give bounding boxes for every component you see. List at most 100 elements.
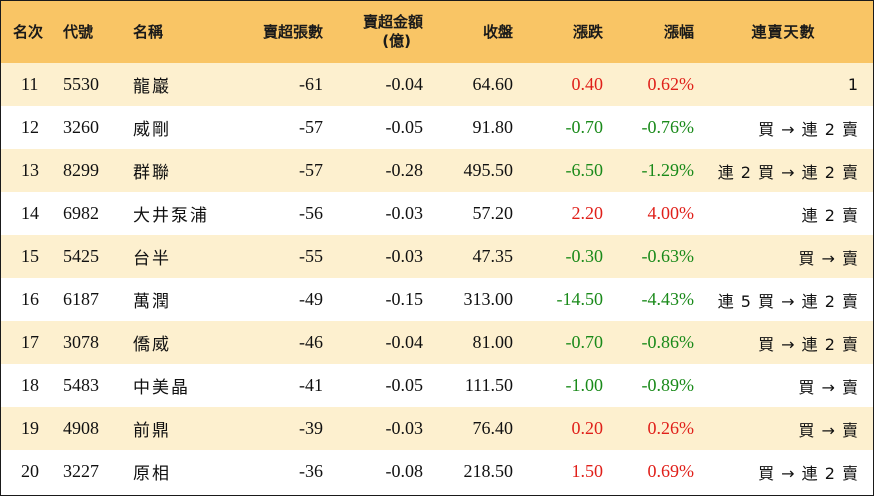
sell-streak-cell: 買 → 賣 [798,420,859,440]
header-sell-lots[interactable]: 賣超張數 [262,22,323,41]
price-change-cell: -14.50 [556,289,604,309]
change-percent-cell: 0.69% [647,461,695,481]
stock-code-cell: 6187 [63,289,99,309]
price-change-cell: 0.40 [571,74,604,94]
change-percent-cell: -0.63% [641,246,695,266]
close-price-cell: 218.50 [463,461,514,481]
header-sell-amount-line1: 賣超金額 [362,13,423,31]
stock-code-cell: 4908 [63,418,99,438]
sell-amount-cell: -0.04 [385,74,424,94]
stock-name-cell: 台半 [133,249,171,269]
stock-code-cell: 3227 [63,461,99,481]
header-sell-amount-line2: (億) [382,32,411,50]
sell-amount-cell: -0.28 [385,160,424,180]
sell-lots-cell: -41 [299,375,323,395]
sell-lots-cell: -56 [299,203,323,223]
stock-name-cell: 中美晶 [133,378,190,398]
header-change[interactable]: 漲跌 [572,22,603,41]
stock-code-cell: 5425 [63,246,99,266]
table-row[interactable]: 19 4908 前鼎 -39 -0.03 76.40 0.20 0.26% 買 → 賣 [1,407,873,450]
stock-name-cell: 僑威 [133,335,171,355]
close-price-cell: 111.50 [464,375,513,395]
price-change-cell: -0.30 [565,246,604,266]
stock-name-cell: 龍巖 [133,77,171,97]
table-row[interactable]: 17 3078 僑威 -46 -0.04 81.00 -0.70 -0.86% 買 → 連 2 … [1,321,873,364]
header-code[interactable]: 代號 [63,22,94,41]
price-change-cell: 0.20 [571,418,604,438]
stock-code-cell: 3260 [63,117,99,137]
header-streak[interactable]: 連賣天數 [751,22,816,41]
sell-streak-cell: 買 → 賣 [798,248,859,268]
close-price-cell: 495.50 [463,160,514,180]
sell-amount-cell: -0.04 [385,332,424,352]
change-percent-cell: -0.76% [641,117,695,137]
header-close[interactable]: 收盤 [482,22,513,41]
table-row[interactable]: 12 3260 威剛 -57 -0.05 91.80 -0.70 -0.76% 買 → 連 2 … [1,106,873,149]
sell-streak-cell: 連 5 買 → 連 2 賣 [717,291,859,311]
table-row[interactable]: 13 8299 群聯 -57 -0.28 495.50 -6.50 -1.29% 連 2 買 →… [1,149,873,192]
stock-name-cell: 原相 [133,464,171,484]
change-percent-cell: -0.86% [641,332,695,352]
header-rank[interactable]: 名次 [13,22,44,41]
close-price-cell: 313.00 [463,289,514,309]
price-change-cell: 2.20 [571,203,604,223]
sell-lots-cell: -57 [299,160,323,180]
header-name[interactable]: 名稱 [133,22,164,41]
sell-lots-cell: -49 [299,289,323,309]
table-header-row: 名次 代號 名稱 賣超張數 賣超金額 (億) 收盤 漲跌 漲幅 連賣天數 [1,1,873,63]
sell-amount-cell: -0.05 [385,375,424,395]
price-change-cell: 1.50 [571,461,604,481]
sell-lots-cell: -61 [299,74,323,94]
sell-streak-cell: 1 [847,75,859,94]
table-row[interactable]: 18 5483 中美晶 -41 -0.05 111.50 -1.00 -0.89% 買 → 賣 [1,364,873,407]
table-row[interactable]: 11 5530 龍巖 -61 -0.04 64.60 0.40 0.62% 1 [1,63,873,106]
table-row[interactable]: 20 3227 原相 -36 -0.08 218.50 1.50 0.69% 買 → 連 2 賣 [1,450,873,493]
price-change-cell: -0.70 [565,117,604,137]
change-percent-cell: 0.62% [647,74,695,94]
stock-name-cell: 大井泵浦 [133,206,209,226]
stock-code-cell: 8299 [63,160,99,180]
close-price-cell: 57.20 [472,203,514,223]
stock-code-cell: 5530 [63,74,99,94]
table-row[interactable]: 14 6982 大井泵浦 -56 -0.03 57.20 2.20 4.00% 連 2 賣 [1,192,873,235]
stock-name-cell: 群聯 [133,163,171,183]
stock-code-cell: 5483 [63,375,99,395]
sell-lots-cell: -36 [299,461,323,481]
change-percent-cell: 0.26% [647,418,695,438]
header-change-pct[interactable]: 漲幅 [663,22,694,41]
rank-cell: 17 [21,332,39,352]
sell-streak-cell: 連 2 買 → 連 2 賣 [717,162,859,182]
rank-cell: 12 [21,117,39,137]
close-price-cell: 76.40 [472,418,514,438]
change-percent-cell: -1.29% [641,160,695,180]
rank-cell: 16 [21,289,39,309]
price-change-cell: -6.50 [565,160,604,180]
change-percent-cell: -0.89% [641,375,695,395]
close-price-cell: 81.00 [472,332,514,352]
sell-streak-cell: 買 → 連 2 賣 [758,463,859,483]
sell-amount-cell: -0.05 [385,117,424,137]
sell-streak-cell: 連 2 賣 [801,205,859,225]
rank-cell: 19 [21,418,39,438]
change-percent-cell: 4.00% [647,203,695,223]
stock-name-cell: 威剛 [133,120,171,140]
sell-amount-cell: -0.03 [385,246,424,266]
close-price-cell: 91.80 [472,117,514,137]
sell-lots-cell: -55 [299,246,323,266]
stock-code-cell: 3078 [63,332,99,352]
rank-cell: 14 [21,203,39,223]
table-row[interactable]: 15 5425 台半 -55 -0.03 47.35 -0.30 -0.63% 買 → 賣 [1,235,873,278]
sell-streak-cell: 買 → 連 2 賣 [758,334,859,354]
header-sell-amount[interactable]: 賣超金額 (億) [323,1,423,63]
price-change-cell: -1.00 [565,375,604,395]
sell-amount-cell: -0.15 [385,289,424,309]
table-row[interactable]: 16 6187 萬潤 -49 -0.15 313.00 -14.50 -4.43% 連 5 買 … [1,278,873,321]
sell-amount-cell: -0.03 [385,418,424,438]
sell-lots-cell: -57 [299,117,323,137]
rank-cell: 15 [21,246,39,266]
sell-streak-cell: 買 → 賣 [798,377,859,397]
rank-cell: 11 [21,74,39,94]
close-price-cell: 47.35 [472,246,514,266]
